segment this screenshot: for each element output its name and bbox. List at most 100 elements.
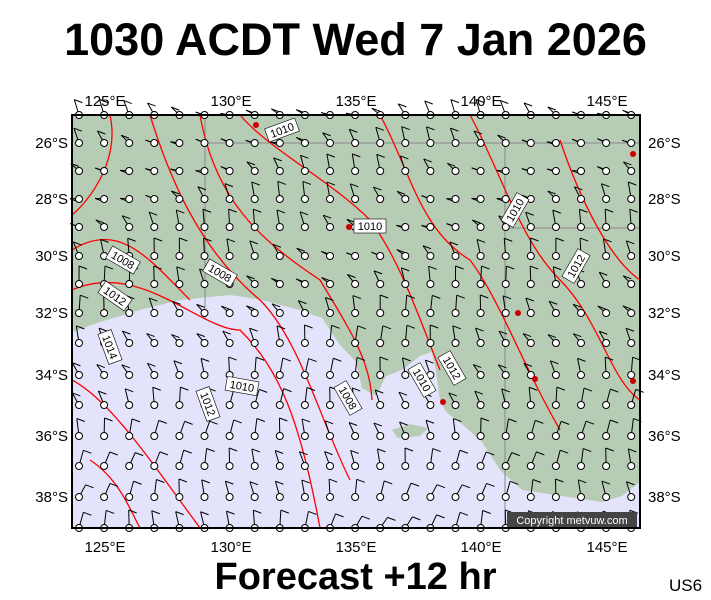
wind-barb bbox=[374, 389, 385, 409]
wind-barb bbox=[274, 480, 284, 501]
lon-tick: 140°E bbox=[460, 539, 501, 556]
wind-barb bbox=[597, 166, 611, 175]
wind-barb bbox=[300, 358, 317, 379]
wind-barb bbox=[100, 417, 113, 440]
wind-barb bbox=[200, 357, 210, 379]
wind-barb bbox=[497, 134, 510, 147]
wind-barb bbox=[275, 180, 286, 203]
wind-barb bbox=[175, 420, 193, 440]
wind-barb bbox=[200, 420, 218, 440]
wind-barb bbox=[95, 167, 109, 175]
wind-barb bbox=[546, 167, 560, 175]
copyright-box bbox=[507, 512, 637, 527]
wind-barb bbox=[401, 482, 420, 501]
wind-barb bbox=[627, 181, 637, 203]
wind-barb bbox=[546, 139, 560, 147]
wind-barb bbox=[521, 194, 535, 203]
wind-barb bbox=[170, 190, 184, 203]
wind-barb bbox=[347, 274, 360, 288]
wind-barb bbox=[551, 266, 562, 288]
wind-barb bbox=[426, 448, 441, 470]
wind-barb bbox=[75, 449, 92, 470]
lat-tick: 30°S bbox=[648, 248, 681, 265]
lat-tick: 34°S bbox=[648, 367, 681, 384]
wind-barb bbox=[250, 181, 260, 203]
wind-barb bbox=[373, 270, 385, 288]
wind-barb bbox=[526, 479, 542, 501]
wind-barb bbox=[324, 420, 334, 440]
wind-barb bbox=[175, 386, 189, 409]
wind-barb bbox=[124, 388, 134, 409]
wind-barb bbox=[426, 484, 446, 501]
wind-barb bbox=[602, 356, 614, 379]
wind-barb bbox=[351, 325, 366, 347]
wind-barb bbox=[551, 386, 566, 409]
wind-barb bbox=[526, 386, 538, 409]
wind-barb bbox=[401, 357, 411, 379]
wind-barb bbox=[396, 190, 410, 203]
lon-tick: 135°E bbox=[335, 93, 376, 110]
wind-barb bbox=[195, 167, 209, 175]
wind-barb bbox=[501, 388, 510, 409]
wind-barb bbox=[326, 181, 336, 203]
wind-barb bbox=[501, 418, 517, 440]
wind-barb bbox=[224, 183, 234, 203]
wind-barb bbox=[246, 275, 259, 288]
wind-barb bbox=[350, 449, 360, 470]
wind-barb bbox=[597, 138, 611, 147]
lon-tick: 145°E bbox=[586, 93, 627, 110]
wind-barb bbox=[121, 364, 134, 379]
lat-tick: 38°S bbox=[35, 489, 68, 506]
wind-barb bbox=[298, 451, 309, 470]
wind-barb bbox=[476, 265, 490, 288]
wind-barb bbox=[451, 265, 464, 288]
wind-barb bbox=[220, 138, 234, 147]
wind-barb bbox=[75, 265, 88, 288]
wind-barb bbox=[601, 480, 611, 501]
wind-barb bbox=[326, 153, 336, 175]
wind-barb bbox=[150, 386, 161, 409]
wind-barb bbox=[75, 511, 92, 532]
wind-barb bbox=[351, 153, 361, 175]
wind-barb bbox=[147, 362, 159, 379]
wind-barb bbox=[351, 478, 365, 501]
wind-barb bbox=[446, 195, 460, 203]
wind-barb bbox=[170, 167, 184, 175]
wind-barb bbox=[172, 300, 184, 317]
wind-barb bbox=[577, 208, 588, 231]
lat-tick: 38°S bbox=[648, 489, 681, 506]
wind-barb bbox=[125, 452, 144, 470]
wind-barb bbox=[497, 364, 510, 379]
wind-barb bbox=[521, 167, 535, 175]
wind-barb bbox=[173, 360, 184, 379]
wind-barb bbox=[526, 451, 545, 470]
wind-barb bbox=[250, 388, 268, 409]
low-marker bbox=[532, 376, 538, 382]
wind-barb bbox=[447, 162, 460, 175]
wind-barb bbox=[326, 357, 342, 379]
wind-barb bbox=[501, 452, 520, 470]
wind-barb bbox=[602, 208, 614, 231]
wind-barb bbox=[625, 240, 636, 260]
wind-barb bbox=[449, 241, 460, 260]
longitude-ticks-top: 125°E 130°E 135°E 140°E 145°E bbox=[84, 93, 627, 110]
wind-barb bbox=[196, 303, 209, 317]
wind-barb bbox=[245, 139, 259, 147]
low-marker bbox=[515, 310, 521, 316]
wind-barb bbox=[400, 267, 410, 288]
wind-barb bbox=[501, 237, 513, 260]
low-marker bbox=[630, 378, 636, 384]
wind-barb bbox=[396, 223, 410, 231]
wind-barb bbox=[627, 448, 637, 470]
wind-barb bbox=[300, 154, 309, 175]
wind-barb bbox=[476, 482, 495, 501]
wind-barb bbox=[175, 209, 185, 231]
wind-barb bbox=[270, 139, 284, 147]
wind-barb bbox=[451, 418, 462, 440]
isobar-label: 1010 bbox=[358, 221, 382, 233]
wind-barb bbox=[401, 324, 416, 347]
wind-barb bbox=[421, 195, 435, 203]
wind-barb bbox=[75, 294, 89, 317]
wind-barb bbox=[120, 195, 134, 203]
wind-barb bbox=[401, 126, 410, 147]
